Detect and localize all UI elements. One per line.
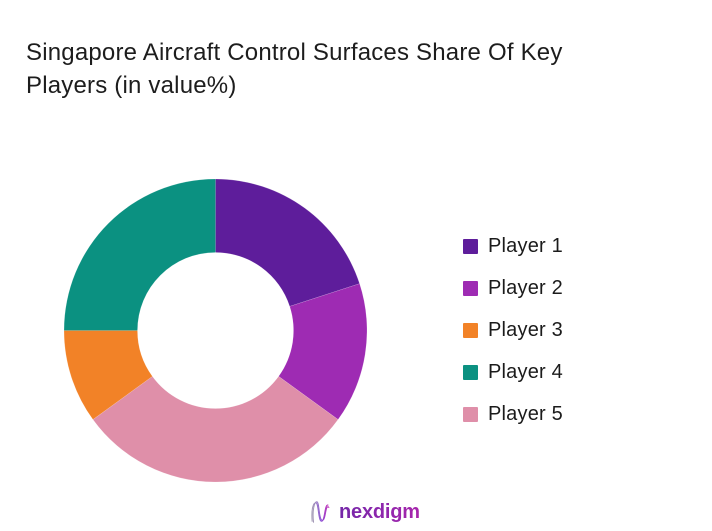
legend-swatch-player-3: [463, 322, 478, 338]
legend: Player 1 Player 2 Player 3 Player 4 Play…: [463, 234, 563, 426]
legend-item-player-5: Player 5: [463, 402, 563, 426]
donut-slice-player-1: [215, 179, 360, 307]
legend-label-player-3: Player 3: [488, 318, 563, 341]
donut-chart: [64, 179, 367, 482]
legend-item-player-1: Player 1: [463, 234, 563, 258]
legend-swatch-player-1: [463, 238, 478, 254]
legend-label-player-4: Player 4: [488, 360, 563, 383]
legend-label-player-1: Player 1: [488, 234, 563, 257]
legend-swatch-player-4: [463, 364, 478, 380]
donut-slice-player-5: [92, 376, 339, 482]
legend-label-player-5: Player 5: [488, 402, 563, 425]
legend-label-player-2: Player 2: [488, 276, 563, 299]
nexdigm-logo: nexdigm: [308, 499, 420, 525]
legend-item-player-2: Player 2: [463, 276, 563, 300]
chart-title: Singapore Aircraft Control Surfaces Shar…: [26, 39, 563, 99]
donut-chart-container: [64, 179, 367, 482]
donut-slice-player-4: [64, 179, 216, 331]
donut-slice-player-3: [64, 330, 153, 420]
legend-item-player-4: Player 4: [463, 360, 563, 384]
legend-swatch-player-2: [463, 280, 478, 296]
donut-slice-player-2: [278, 283, 367, 420]
nexdigm-logo-text: nexdigm: [339, 500, 420, 523]
nexdigm-logo-icon: [311, 501, 330, 523]
legend-swatch-player-5: [463, 406, 478, 422]
legend-item-player-3: Player 3: [463, 318, 563, 342]
